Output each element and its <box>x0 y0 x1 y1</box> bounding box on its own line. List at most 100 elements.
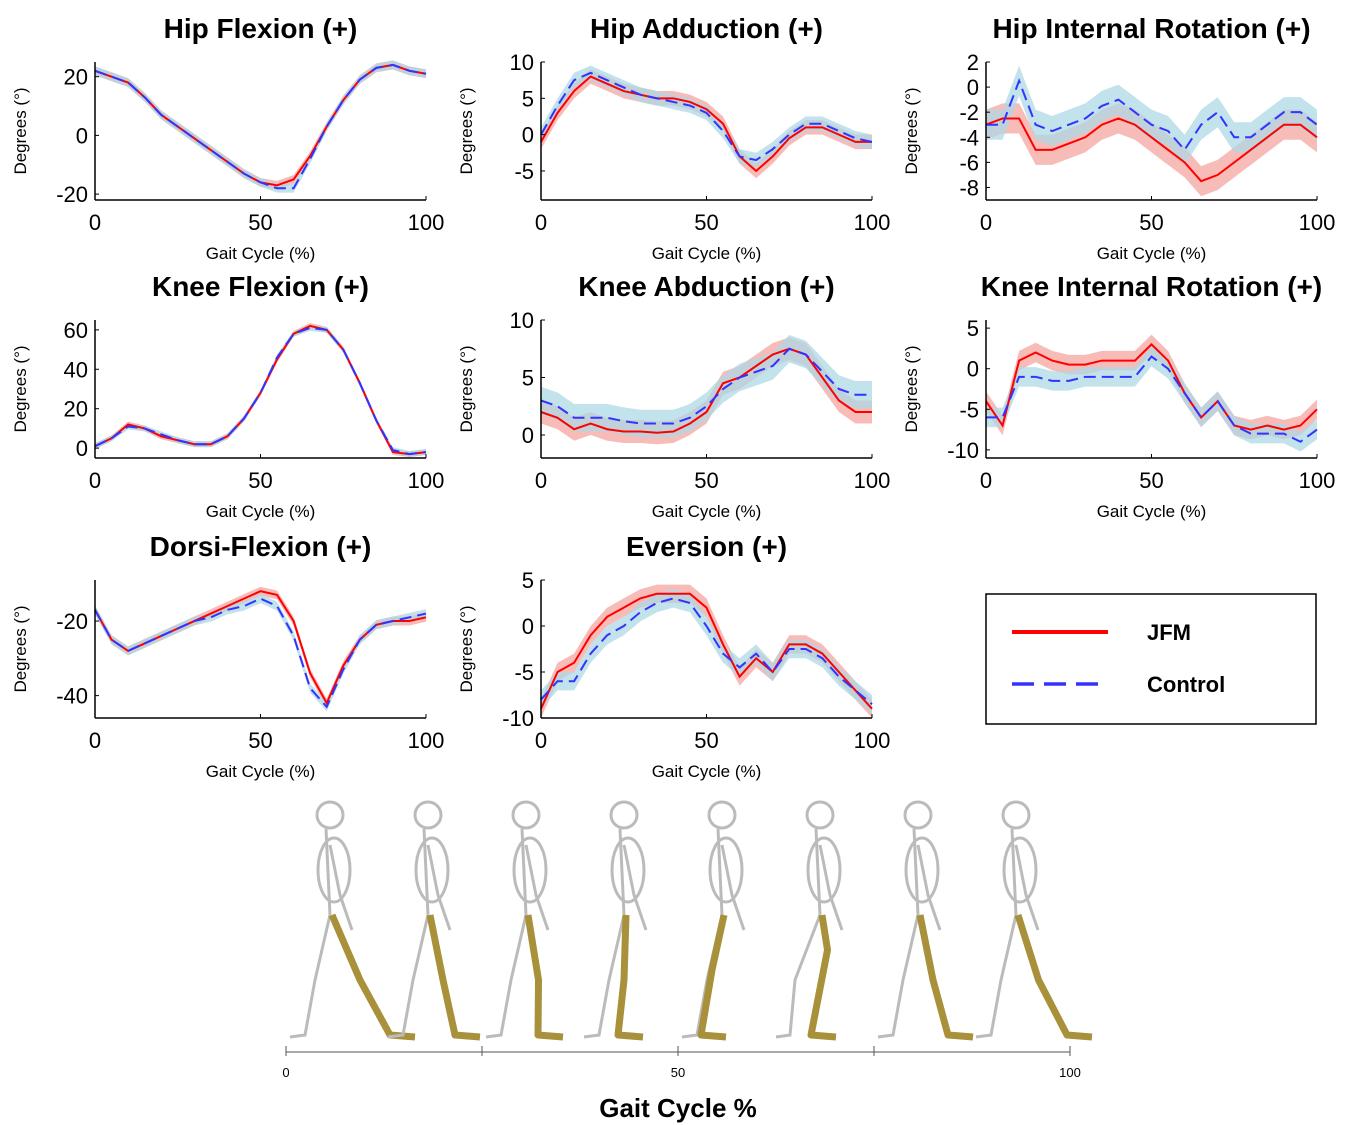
x-axis-label: Gait Cycle (%) <box>206 244 316 263</box>
highlighted-leg <box>811 915 836 1037</box>
x-tick-label: 100 <box>408 468 445 493</box>
x-axis-label: Gait Cycle (%) <box>652 762 762 781</box>
y-tick-label: 0 <box>522 123 534 148</box>
series-line <box>95 65 426 185</box>
skull <box>905 802 931 828</box>
x-tick-label: 50 <box>248 728 272 753</box>
skull <box>513 802 539 828</box>
legend-label: JFM <box>1147 620 1191 645</box>
highlighted-leg <box>430 915 480 1037</box>
y-tick-label: 5 <box>522 86 534 111</box>
x-tick-label: 0 <box>89 210 101 235</box>
y-tick-label: -6 <box>959 150 979 175</box>
y-tick-label: -10 <box>502 706 534 731</box>
x-tick-label: 0 <box>535 728 547 753</box>
x-axis-label: Gait Cycle (%) <box>206 502 316 521</box>
y-tick-label: 10 <box>510 50 534 75</box>
chart-title: Hip Flexion (+) <box>164 13 358 44</box>
y-tick-label: 5 <box>522 366 534 391</box>
y-tick-label: 20 <box>64 65 88 90</box>
sd-band <box>95 594 426 711</box>
y-axis-label: Degrees (°) <box>902 87 921 174</box>
y-tick-label: -8 <box>959 175 979 200</box>
x-axis-label: Gait Cycle (%) <box>206 762 316 781</box>
skull <box>415 802 441 828</box>
series-line <box>95 328 426 454</box>
x-tick-label: 100 <box>408 728 445 753</box>
y-tick-label: -5 <box>959 397 979 422</box>
y-tick-label: -20 <box>56 609 88 634</box>
x-tick-label: 100 <box>854 728 891 753</box>
x-tick-label: 0 <box>980 468 992 493</box>
y-axis-label: Degrees (°) <box>457 87 476 174</box>
y-tick-label: -5 <box>514 159 534 184</box>
highlighted-leg <box>618 915 643 1037</box>
x-tick-label: 50 <box>248 468 272 493</box>
y-tick-label: 0 <box>522 423 534 448</box>
chart-title: Hip Adduction (+) <box>590 13 823 44</box>
highlighted-leg <box>701 915 726 1037</box>
x-tick-label: 0 <box>535 210 547 235</box>
x-tick-label: 100 <box>854 210 891 235</box>
chart-title: Knee Flexion (+) <box>152 271 369 302</box>
x-tick-label: 50 <box>694 210 718 235</box>
x-tick-label: 100 <box>854 468 891 493</box>
x-tick-label: 50 <box>694 468 718 493</box>
skull <box>1003 802 1029 828</box>
y-tick-label: -4 <box>959 125 979 150</box>
x-tick-label: 0 <box>89 728 101 753</box>
y-tick-label: -2 <box>959 100 979 125</box>
y-tick-label: 2 <box>967 50 979 75</box>
highlighted-leg <box>1018 915 1092 1037</box>
highlighted-leg <box>528 915 563 1037</box>
skull <box>709 802 735 828</box>
skull <box>317 802 343 828</box>
back-leg <box>290 915 330 1037</box>
chart-title: Knee Abduction (+) <box>578 271 834 302</box>
y-tick-label: 0 <box>967 357 979 382</box>
series-line <box>95 65 426 188</box>
illustration-label: Gait Cycle % <box>599 1093 757 1123</box>
y-tick-label: 0 <box>522 614 534 639</box>
y-axis-label: Degrees (°) <box>11 345 30 432</box>
y-axis-label: Degrees (°) <box>11 87 30 174</box>
y-axis-label: Degrees (°) <box>11 605 30 692</box>
x-tick-label: 100 <box>408 210 445 235</box>
x-axis-label: Gait Cycle (%) <box>652 502 762 521</box>
skeleton-illustration <box>290 802 1092 1037</box>
y-tick-label: 10 <box>510 308 534 333</box>
highlighted-leg <box>920 915 973 1037</box>
y-tick-label: -40 <box>56 684 88 709</box>
y-tick-label: 5 <box>522 568 534 593</box>
x-tick-label: 50 <box>248 210 272 235</box>
y-axis-label: Degrees (°) <box>902 345 921 432</box>
x-axis-label: Gait Cycle (%) <box>1097 244 1207 263</box>
x-tick-label: 0 <box>535 468 547 493</box>
x-tick-label: 100 <box>1299 210 1336 235</box>
x-tick-label: 0 <box>89 468 101 493</box>
legend-label: Control <box>1147 672 1225 697</box>
y-tick-label: 0 <box>967 75 979 100</box>
x-axis-label: Gait Cycle (%) <box>652 244 762 263</box>
x-tick-label: 100 <box>1059 1065 1081 1080</box>
x-tick-label: 50 <box>671 1065 685 1080</box>
chart-title: Eversion (+) <box>626 531 787 562</box>
chart-title: Dorsi-Flexion (+) <box>150 531 372 562</box>
y-tick-label: -10 <box>947 438 979 463</box>
sd-band <box>986 347 1317 452</box>
y-tick-label: 40 <box>64 357 88 382</box>
back-leg <box>878 915 918 1037</box>
sd-band <box>95 61 426 193</box>
y-axis-label: Degrees (°) <box>457 345 476 432</box>
y-tick-label: 5 <box>967 316 979 341</box>
y-axis-label: Degrees (°) <box>457 605 476 692</box>
y-tick-label: 60 <box>64 318 88 343</box>
skull <box>611 802 637 828</box>
y-tick-label: -20 <box>56 182 88 207</box>
x-tick-label: 50 <box>694 728 718 753</box>
figure: JFM Control Hip Flexion (+) Gait Cycle (%… <box>0 0 1371 1125</box>
y-tick-label: -5 <box>514 660 534 685</box>
x-tick-label: 50 <box>1139 210 1163 235</box>
back-leg <box>486 915 526 1037</box>
chart-title: Hip Internal Rotation (+) <box>992 13 1310 44</box>
